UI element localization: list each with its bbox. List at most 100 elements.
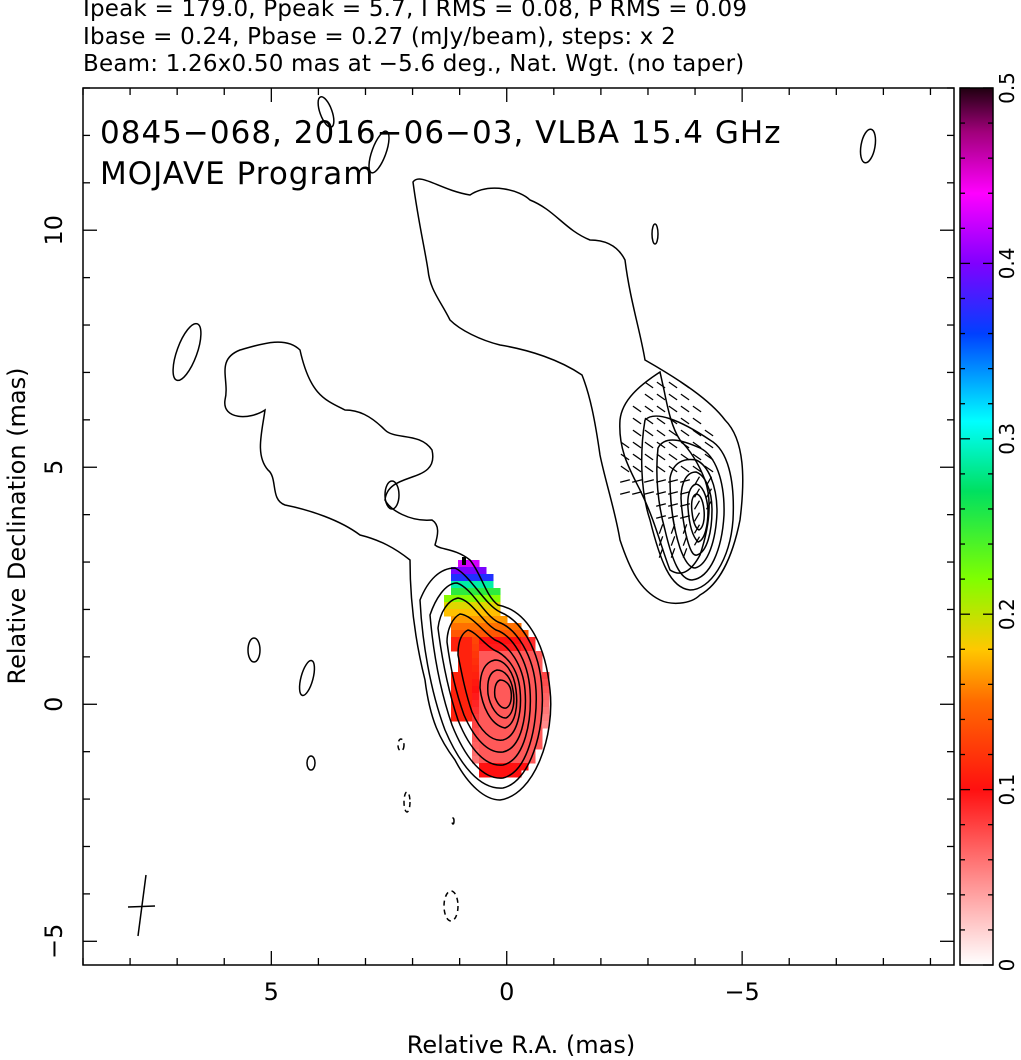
polarization-cell [472, 637, 480, 645]
evpa-tick [656, 503, 666, 507]
polarization-cell [521, 742, 529, 750]
polarization-cell [486, 679, 494, 687]
colorbar-tick-label: 0.2 [995, 598, 1019, 630]
polarization-cell [472, 651, 480, 659]
polarization-cell [472, 679, 480, 687]
evpa-tick [682, 524, 688, 534]
polarization-cell [535, 714, 543, 722]
polarization-cell [507, 714, 515, 722]
polarization-cell [493, 602, 501, 610]
polarization-cell [493, 609, 501, 617]
chart-subtitle: MOJAVE Program [100, 156, 374, 192]
polarization-cell [521, 756, 529, 764]
evpa-tick [693, 524, 701, 534]
polarization-cell [514, 665, 522, 673]
polarization-cell [451, 693, 459, 701]
evpa-tick [680, 503, 690, 507]
polarization-cell [535, 672, 543, 680]
negative-contours [397, 738, 459, 922]
evpa-tick [704, 465, 714, 473]
polarization-cell [458, 616, 466, 624]
polarization-cell [465, 651, 473, 659]
polarization-cell [528, 644, 536, 652]
polarization-cell [486, 665, 494, 673]
polarization-cell [507, 665, 515, 673]
evpa-tick [656, 465, 666, 473]
evpa-tick [692, 465, 702, 473]
polarization-cell [458, 693, 466, 701]
evpa-tick [644, 381, 654, 389]
polarization-cell [514, 686, 522, 694]
polarization-cell [472, 707, 480, 715]
evpa-tick [658, 524, 664, 534]
polarization-cell [465, 602, 473, 610]
polarization-cell [507, 651, 515, 659]
polarization-cell [458, 700, 466, 708]
polarization-cell [472, 623, 480, 631]
polarization-cell [493, 763, 501, 771]
polarization-cell [493, 728, 501, 736]
polarization-cell [472, 700, 480, 708]
polarization-cell [514, 749, 522, 757]
polarization-cell [507, 770, 515, 778]
polarization-cell [472, 588, 480, 596]
polarization-cell [458, 567, 466, 575]
polarization-cell [507, 763, 515, 771]
polarization-cell [472, 742, 480, 750]
y-tick-label: 5 [40, 460, 68, 475]
polarization-cell [458, 665, 466, 673]
polarization-cell [458, 679, 466, 687]
polarization-cell [465, 707, 473, 715]
polarization-cell [451, 574, 459, 582]
x-tick-label: −5 [724, 978, 759, 1006]
polarization-cell [535, 721, 543, 729]
y-axis-ticks [83, 87, 954, 942]
polarization-cell [479, 623, 487, 631]
polarization-cell [451, 602, 459, 610]
polarization-cell [493, 693, 501, 701]
polarization-cell [465, 581, 473, 589]
polarization-cell [493, 616, 501, 624]
polarization-cell [486, 770, 494, 778]
polarization-cell [521, 749, 529, 757]
polarization-cell [507, 672, 515, 680]
polarization-cell [493, 742, 501, 750]
contour-outer-north-jet [412, 178, 744, 605]
polarization-cell [493, 644, 501, 652]
polarization-cell [486, 742, 494, 750]
polarization-cell [514, 742, 522, 750]
evpa-tick [680, 515, 690, 519]
evpa-tick [670, 524, 676, 534]
polarization-cell [451, 637, 459, 645]
polarization-cell [500, 763, 508, 771]
polarization-cell [472, 672, 480, 680]
evpa-tick [656, 491, 666, 495]
polarization-cell [535, 658, 543, 666]
evpa-tick [644, 429, 654, 437]
polarization-cell [493, 672, 501, 680]
polarized-intensity-contour [619, 370, 710, 574]
polarization-cell [486, 756, 494, 764]
polarization-cell [514, 644, 522, 652]
chart-title: 0845−068, 2016−06−03, VLBA 15.4 GHz [100, 115, 781, 151]
polarization-cell [465, 616, 473, 624]
polarization-cell [472, 644, 480, 652]
polarization-cell [500, 693, 508, 701]
polarization-cell [507, 644, 515, 652]
polarization-cell [465, 574, 473, 582]
polarization-cell [493, 700, 501, 708]
polarization-cell [472, 686, 480, 694]
polarization-cell [528, 693, 536, 701]
evpa-tick [668, 405, 678, 413]
polarization-cell [507, 749, 515, 757]
polarization-cell [451, 616, 459, 624]
polarization-cell [444, 609, 452, 617]
polarization-cell [479, 609, 487, 617]
polarization-cell [486, 686, 494, 694]
polarization-cell [493, 707, 501, 715]
evpa-tick [668, 393, 678, 401]
header-line-3: Beam: 1.26x0.50 mas at −5.6 deg., Nat. W… [83, 51, 745, 77]
polarization-cell [458, 574, 466, 582]
evpa-tick [668, 479, 678, 483]
